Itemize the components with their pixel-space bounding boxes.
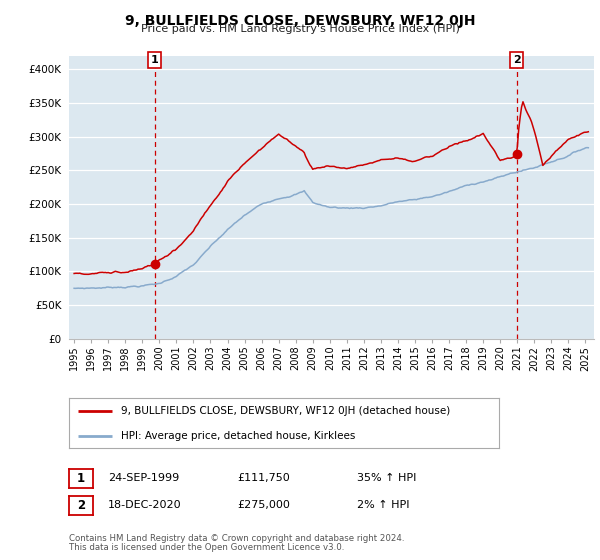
Text: £111,750: £111,750	[237, 473, 290, 483]
Text: Contains HM Land Registry data © Crown copyright and database right 2024.: Contains HM Land Registry data © Crown c…	[69, 534, 404, 543]
Text: 9, BULLFIELDS CLOSE, DEWSBURY, WF12 0JH (detached house): 9, BULLFIELDS CLOSE, DEWSBURY, WF12 0JH …	[121, 406, 450, 416]
Text: 9, BULLFIELDS CLOSE, DEWSBURY, WF12 0JH: 9, BULLFIELDS CLOSE, DEWSBURY, WF12 0JH	[125, 14, 475, 28]
Text: HPI: Average price, detached house, Kirklees: HPI: Average price, detached house, Kirk…	[121, 431, 355, 441]
Text: 1: 1	[151, 55, 158, 66]
Text: Price paid vs. HM Land Registry's House Price Index (HPI): Price paid vs. HM Land Registry's House …	[140, 24, 460, 34]
Text: This data is licensed under the Open Government Licence v3.0.: This data is licensed under the Open Gov…	[69, 543, 344, 552]
Text: 2: 2	[77, 499, 85, 512]
Text: 18-DEC-2020: 18-DEC-2020	[108, 500, 182, 510]
Text: 2: 2	[513, 55, 520, 66]
Text: 1: 1	[77, 472, 85, 485]
Text: £275,000: £275,000	[237, 500, 290, 510]
Text: 2% ↑ HPI: 2% ↑ HPI	[357, 500, 409, 510]
Text: 35% ↑ HPI: 35% ↑ HPI	[357, 473, 416, 483]
Text: 24-SEP-1999: 24-SEP-1999	[108, 473, 179, 483]
